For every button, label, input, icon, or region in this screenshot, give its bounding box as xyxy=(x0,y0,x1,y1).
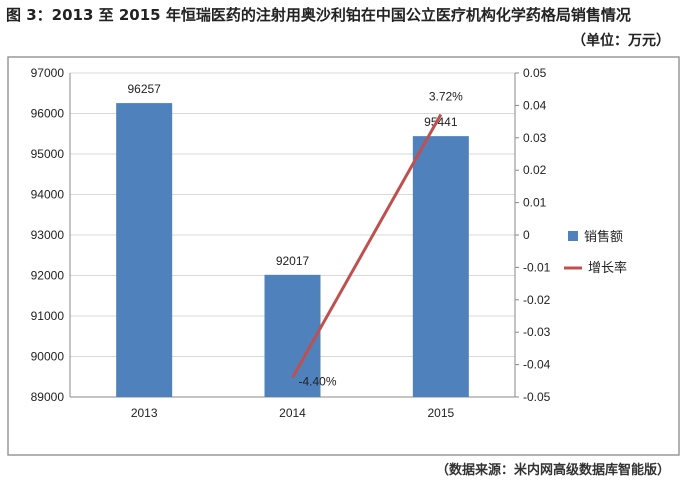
line-data-label: 3.72% xyxy=(429,89,463,103)
right-tick-label: 0.03 xyxy=(523,131,547,145)
legend-line-label: 增长率 xyxy=(588,260,627,275)
source-note: （数据来源：米内网高级数据库智能版） xyxy=(435,463,670,478)
bar-data-label: 95441 xyxy=(424,115,458,129)
bar-2015 xyxy=(412,136,469,397)
left-tick-label: 90000 xyxy=(31,350,65,364)
x-tick-label: 2015 xyxy=(427,406,454,420)
left-tick-label: 94000 xyxy=(31,188,65,202)
chart-frame xyxy=(7,56,680,456)
bar-data-label: 92017 xyxy=(276,254,310,268)
right-tick-label: 0.05 xyxy=(523,66,547,80)
unit-label: （单位：万元） xyxy=(572,33,670,49)
right-tick-label: 0.02 xyxy=(523,163,547,177)
line-data-label: -4.40% xyxy=(299,375,337,389)
left-tick-label: 92000 xyxy=(31,269,65,283)
right-tick-label: -0.02 xyxy=(523,293,551,307)
right-tick-label: -0.05 xyxy=(523,390,551,404)
right-tick-label: -0.03 xyxy=(523,325,551,339)
left-tick-label: 96000 xyxy=(31,107,65,121)
bar-2013 xyxy=(116,103,173,398)
legend-bar-swatch xyxy=(568,231,578,241)
left-tick-label: 97000 xyxy=(31,66,65,80)
left-tick-label: 89000 xyxy=(31,390,65,404)
left-tick-label: 93000 xyxy=(31,228,65,242)
legend-bar-label: 销售额 xyxy=(584,229,623,244)
right-tick-label: -0.04 xyxy=(523,358,551,372)
left-tick-label: 91000 xyxy=(31,309,65,323)
left-tick-label: 95000 xyxy=(31,147,65,161)
right-tick-label: 0.04 xyxy=(523,98,547,112)
right-tick-label: -0.01 xyxy=(523,260,551,274)
x-tick-label: 2013 xyxy=(131,406,158,420)
chart-title: 图 3：2013 至 2015 年恒瑞医药的注射用奥沙利铂在中国公立医疗机构化学… xyxy=(6,6,631,24)
growth-line xyxy=(291,113,443,379)
right-tick-label: 0.01 xyxy=(523,196,547,210)
right-tick-label: 0 xyxy=(523,228,530,242)
x-tick-label: 2014 xyxy=(279,406,306,420)
bar-data-label: 96257 xyxy=(127,82,161,96)
